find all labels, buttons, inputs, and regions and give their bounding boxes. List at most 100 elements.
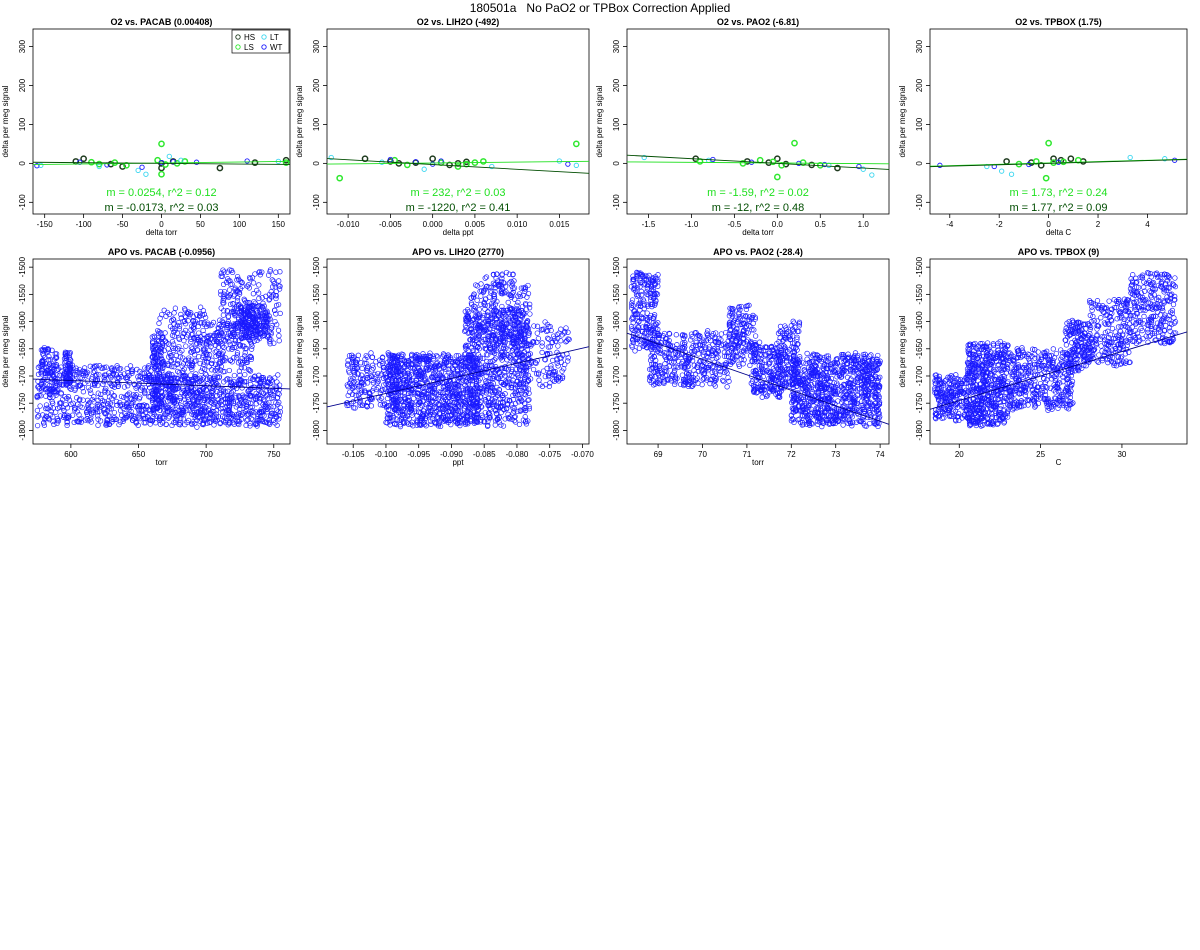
x-axis-label: ppt: [452, 458, 464, 467]
y-tick-label: -1500: [18, 256, 27, 277]
data-point: [160, 420, 166, 426]
data-point: [225, 314, 231, 320]
data-point: [223, 389, 229, 395]
data-point: [44, 405, 50, 411]
y-tick-label: -1700: [612, 365, 621, 386]
data-point: [185, 311, 191, 317]
data-point: [364, 368, 371, 374]
data-point: [130, 399, 136, 406]
data-point: [256, 399, 263, 405]
data-point: [492, 387, 498, 394]
data-point: [434, 408, 440, 415]
data-point: [508, 343, 514, 349]
y-tick-label: 0: [18, 161, 27, 166]
data-point: [430, 367, 436, 373]
data-point: [504, 397, 510, 403]
data-point: [476, 306, 482, 313]
data-point: [277, 310, 283, 317]
data-point: [229, 269, 236, 276]
data-point: [489, 375, 495, 381]
data-point: [189, 378, 195, 384]
data-point: [41, 422, 48, 428]
data-point: [506, 271, 512, 277]
data-point: [204, 359, 210, 365]
data-point: [162, 385, 168, 392]
legend-marker-WT: [261, 44, 267, 50]
data-point: [420, 361, 426, 367]
data-point: [114, 363, 120, 369]
data-point: [446, 353, 452, 360]
data-point: [436, 401, 442, 407]
data-point: [442, 394, 449, 400]
data-point: [518, 396, 524, 402]
y-tick-label: -1500: [612, 256, 621, 277]
data-point: [519, 307, 525, 314]
data-point: [525, 386, 532, 392]
data-point: [189, 408, 195, 415]
data-point: [164, 408, 170, 414]
data-point: [204, 352, 210, 358]
fit-annotation: m = -0.0173, r^2 = 0.03: [104, 202, 218, 214]
data-point: [196, 313, 203, 320]
data-point: [282, 159, 290, 166]
x-tick-label: 69: [654, 450, 663, 459]
x-tick-label: -4: [946, 220, 954, 229]
data-point: [488, 346, 494, 352]
data-point: [46, 353, 52, 360]
data-point: [423, 366, 429, 372]
data-point: [404, 420, 410, 426]
data-point: [477, 324, 483, 330]
data-point: [137, 373, 144, 380]
data-point: [200, 410, 206, 416]
data-point: [214, 329, 220, 336]
data-point: [217, 339, 223, 345]
data-point: [43, 393, 49, 399]
data-point: [191, 390, 197, 396]
data-point: [520, 323, 526, 329]
data-point: [88, 390, 94, 396]
x-axis-label: delta torr: [146, 228, 178, 237]
data-point: [185, 332, 191, 338]
data-point: [423, 355, 429, 362]
data-point: [347, 376, 354, 382]
data-point: [181, 158, 189, 165]
data-point: [200, 308, 207, 314]
data-point: [249, 343, 255, 349]
data-point: [373, 359, 379, 365]
plot-frame: [326, 28, 590, 215]
data-point: [121, 394, 127, 401]
data-point: [169, 338, 176, 345]
data-point: [253, 315, 259, 321]
data-point: [136, 377, 142, 383]
data-point: [565, 336, 571, 342]
data-point: [379, 358, 385, 364]
data-point: [491, 323, 498, 330]
data-point: [124, 400, 130, 407]
data-point: [377, 402, 384, 408]
data-point: [106, 404, 112, 410]
data-point: [275, 372, 281, 378]
plot-frame: [326, 258, 590, 445]
data-point: [383, 405, 390, 411]
data-point: [558, 338, 564, 344]
y-tick-label: -1550: [312, 284, 321, 305]
data-point: [515, 383, 521, 390]
data-point: [254, 321, 260, 328]
data-point: [483, 380, 490, 386]
data-point: [363, 367, 370, 373]
data-point: [860, 166, 866, 172]
data-point: [247, 276, 253, 282]
data-point: [389, 398, 395, 404]
data-point: [397, 368, 404, 374]
data-point: [205, 322, 211, 328]
data-point: [418, 372, 424, 378]
data-point: [220, 355, 226, 361]
data-point: [276, 382, 283, 388]
data-point: [507, 332, 513, 338]
data-point: [632, 348, 638, 354]
data-point: [507, 398, 513, 404]
data-point: [386, 411, 392, 418]
data-point: [494, 366, 500, 372]
data-point: [67, 379, 73, 385]
data-point: [217, 317, 223, 323]
